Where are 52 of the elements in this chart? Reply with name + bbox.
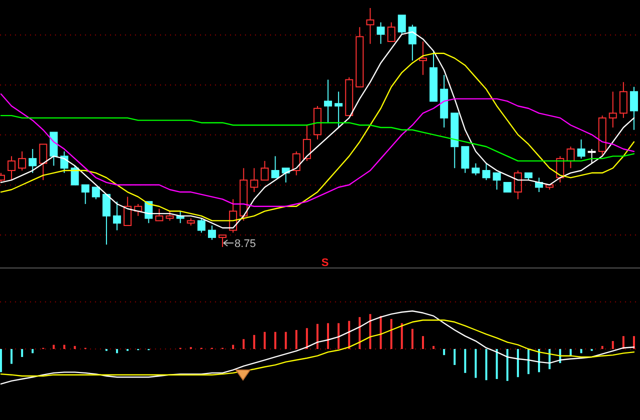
bar xyxy=(63,344,66,349)
bar xyxy=(443,349,446,356)
bar xyxy=(400,323,403,349)
text: S xyxy=(321,257,329,269)
bar xyxy=(411,328,414,349)
bar xyxy=(580,349,582,354)
bar xyxy=(232,344,234,349)
bar xyxy=(116,349,118,354)
bar xyxy=(496,349,498,380)
candlestick xyxy=(440,74,448,128)
bar xyxy=(516,349,519,378)
bar xyxy=(10,349,13,364)
bar xyxy=(506,349,508,381)
bar xyxy=(612,341,614,349)
bar xyxy=(306,328,308,349)
candlestick xyxy=(418,40,427,76)
bar xyxy=(338,323,340,349)
candlestick xyxy=(324,79,332,124)
bar xyxy=(295,330,298,349)
bar xyxy=(358,317,361,349)
bar xyxy=(454,349,456,365)
bar xyxy=(380,316,382,349)
bar xyxy=(432,346,435,349)
candlestick xyxy=(608,91,617,128)
candlestick xyxy=(619,82,628,118)
bar xyxy=(316,324,318,349)
bar xyxy=(327,323,330,349)
candlestick xyxy=(334,91,343,128)
candlestick xyxy=(366,8,374,44)
bar xyxy=(264,332,266,349)
bar xyxy=(52,344,55,349)
bar xyxy=(32,349,34,354)
annotation: 8.75 xyxy=(234,238,256,250)
bar xyxy=(242,339,245,349)
bar xyxy=(74,346,76,349)
bar xyxy=(622,336,624,349)
bar xyxy=(284,332,287,349)
bar xyxy=(474,349,477,378)
bar xyxy=(485,349,488,380)
bar xyxy=(0,349,2,372)
bar xyxy=(253,334,256,349)
candlestick xyxy=(8,156,16,181)
bar xyxy=(390,318,392,349)
bar xyxy=(274,332,276,349)
bar xyxy=(464,349,466,373)
bar xyxy=(527,349,530,374)
bar xyxy=(422,336,424,349)
bar xyxy=(369,314,372,349)
bar xyxy=(21,349,24,357)
bar xyxy=(601,346,604,349)
bar xyxy=(632,336,635,349)
candlestick xyxy=(113,201,122,231)
